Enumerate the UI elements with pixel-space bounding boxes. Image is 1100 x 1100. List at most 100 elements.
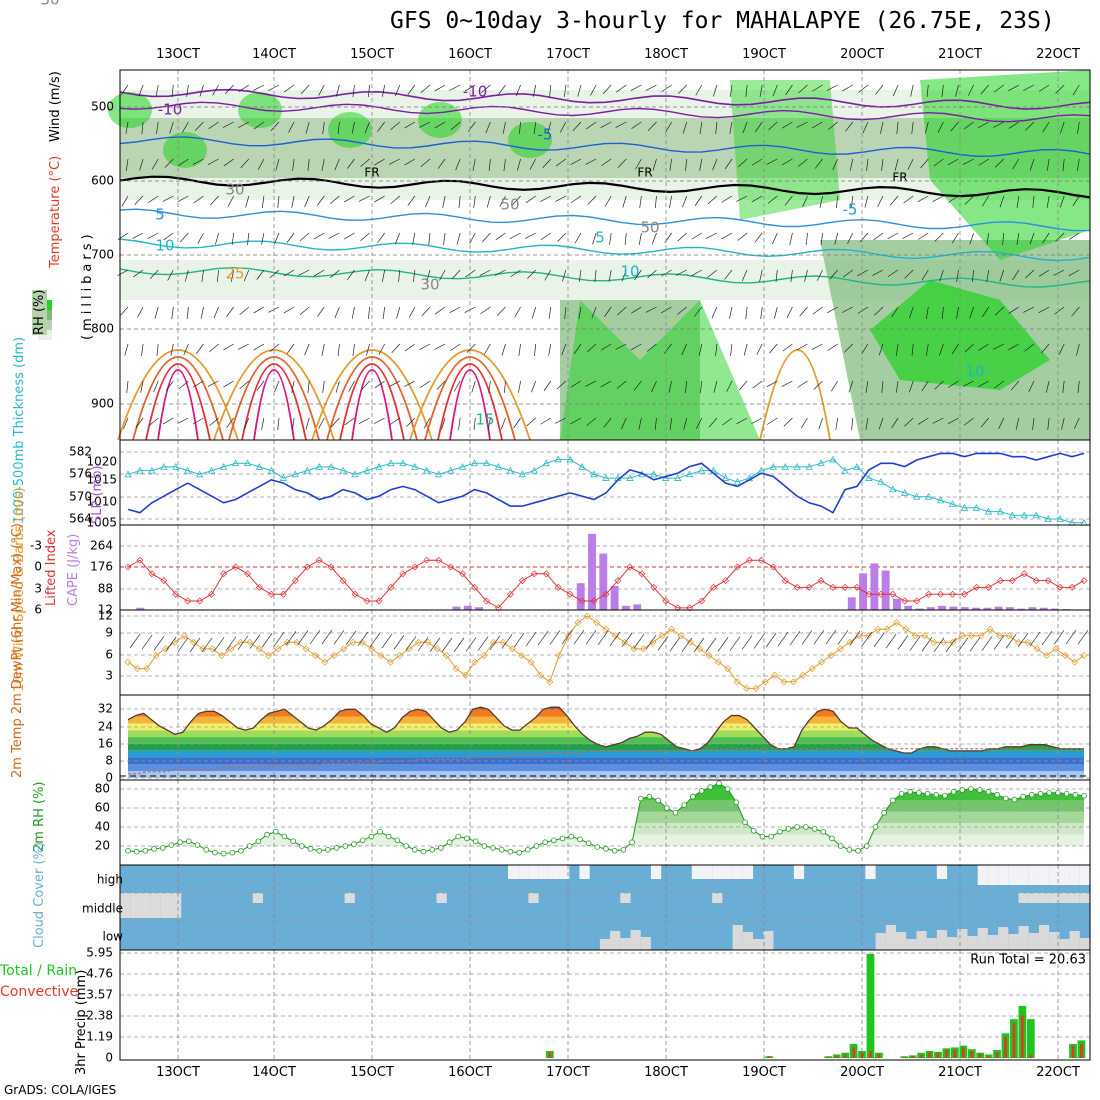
- wind-barb: [209, 343, 219, 352]
- wind-speed-point: [208, 645, 216, 653]
- wind-barb: [1058, 343, 1065, 355]
- rh-very-moist-area: [870, 280, 1050, 390]
- wind-barb: [398, 269, 401, 282]
- wind-speed-point: [161, 645, 169, 653]
- wind-speed-point: [761, 678, 769, 686]
- wind-barb: [425, 195, 431, 208]
- wind-barb: [615, 121, 627, 128]
- wind-barb: [831, 380, 838, 392]
- precip-conv-bar: [826, 1057, 830, 1058]
- wind-barb: [982, 195, 989, 207]
- wind-barb: [577, 84, 582, 97]
- rh2m-point: [1020, 793, 1026, 800]
- wind-barb: [695, 84, 703, 96]
- thickness-point: [1056, 515, 1064, 522]
- wind-barb-10m: [297, 630, 309, 645]
- wind-speed-point: [311, 652, 319, 659]
- wind-barb: [651, 232, 657, 245]
- cloud-low-gap: [967, 936, 978, 950]
- li-point: [315, 556, 323, 564]
- wind-barb-10m: [261, 633, 273, 648]
- wind-barb: [955, 84, 959, 97]
- wind-barb: [921, 269, 929, 281]
- wind-barb-10m: [489, 635, 501, 650]
- wind-speed-point: [602, 625, 610, 633]
- rh2m-point: [976, 787, 983, 793]
- thickness-point: [387, 459, 395, 467]
- wind-barb: [738, 380, 748, 391]
- wind-barb: [331, 417, 340, 428]
- wind-speed-point: [593, 619, 601, 627]
- wind-speed-point: [724, 665, 732, 673]
- cloud-high-gap: [1079, 865, 1090, 885]
- wind-barb-10m: [1065, 629, 1077, 645]
- wind-barb: [926, 306, 929, 319]
- thickness-point: [494, 463, 503, 470]
- wind-barb: [480, 306, 491, 315]
- thickness-point: [530, 466, 538, 474]
- li-point: [877, 590, 885, 598]
- wind-barb: [347, 158, 355, 169]
- wind-barb: [555, 195, 567, 202]
- wind-speed-point: [977, 632, 985, 640]
- rh2m-point: [585, 840, 592, 846]
- wind-barb-10m: [417, 636, 429, 652]
- rh2m-point: [611, 847, 618, 854]
- wind-barb: [467, 121, 476, 132]
- wind-barb: [286, 343, 295, 354]
- wind-barb: [426, 269, 431, 282]
- wind-speed-point: [302, 645, 310, 653]
- wind-barb: [760, 306, 763, 319]
- wind-barb: [947, 158, 959, 166]
- wind-barb: [978, 121, 989, 129]
- li-point: [590, 597, 598, 605]
- wind-barb-10m: [633, 633, 645, 649]
- wind-barb: [141, 121, 144, 134]
- contour-label: 25: [225, 265, 244, 283]
- wind-speed-point: [846, 638, 854, 646]
- wind-barb: [562, 269, 567, 282]
- thickness-point: [805, 463, 813, 470]
- li-point: [459, 570, 467, 578]
- temp-line: [127, 706, 1084, 754]
- wind-speed-point: [565, 632, 573, 640]
- wind-speed-point: [358, 638, 366, 646]
- wind-barb-10m: [345, 630, 357, 646]
- wind-speed-point: [443, 652, 451, 659]
- wind-barb: [812, 121, 823, 129]
- wind-barb-10m: [1077, 629, 1089, 645]
- wind-barb-10m: [225, 636, 237, 651]
- wind-barb: [969, 232, 974, 245]
- wind-barb: [934, 232, 944, 242]
- wind-barb-10m: [609, 631, 621, 647]
- wind-barb: [594, 269, 597, 282]
- rh2m-point: [942, 792, 948, 799]
- wind-barb: [458, 195, 461, 208]
- cloud-low-gap: [630, 930, 641, 950]
- li-point: [710, 583, 718, 591]
- cloud-low-gap: [742, 932, 754, 950]
- li-point: [172, 590, 180, 598]
- wind-barb: [994, 158, 1005, 168]
- wind-barb: [604, 306, 612, 318]
- cloud-low-gap: [732, 925, 743, 950]
- wind-barb: [321, 158, 325, 171]
- wind-barb: [775, 269, 778, 282]
- wind-barb: [125, 158, 129, 171]
- thickness-point: [446, 466, 455, 474]
- wind-barb: [921, 380, 929, 392]
- wind-barb: [978, 343, 989, 351]
- wind-barb: [768, 121, 778, 131]
- isotherm-line: [119, 88, 1091, 110]
- rh2m-point: [542, 839, 548, 845]
- wind-barb: [318, 84, 325, 96]
- wind-barb: [435, 306, 446, 315]
- wind-barb: [548, 343, 552, 356]
- wind-barb: [699, 158, 703, 171]
- rh2m-point: [472, 838, 479, 845]
- rh2m-point: [637, 795, 644, 802]
- wind-barb: [151, 158, 159, 170]
- wind-barb: [908, 380, 914, 393]
- wind-barb: [394, 84, 401, 97]
- wind-barb: [503, 380, 506, 393]
